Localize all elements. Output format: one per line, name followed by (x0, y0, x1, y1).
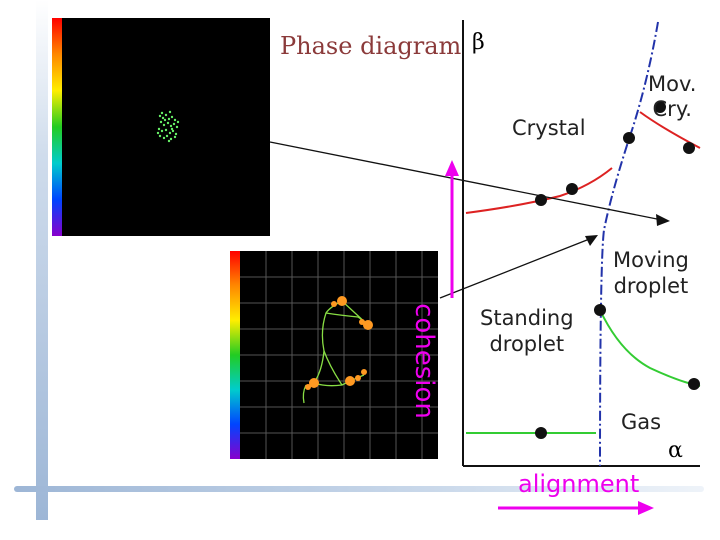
moving-droplet-label: Moving droplet (613, 248, 689, 298)
alignment-arrowhead (638, 501, 654, 515)
crystal-boundary-left (465, 167, 613, 214)
gas-label: Gas (621, 410, 662, 434)
page-title: Phase diagram (280, 32, 462, 60)
crystal-pointer-line (269, 141, 663, 221)
gas-boundary-right (599, 309, 701, 387)
crystal-particles (156, 110, 180, 143)
cohesion-axis-label: cohesion (409, 303, 439, 419)
moving-crystal-label: Mov. Cry. (648, 72, 697, 121)
decorative-side-bar (36, 0, 48, 520)
color-scale-bar (52, 18, 62, 236)
alpha-axis-label: α (668, 438, 683, 463)
cohesion-arrowhead (445, 160, 459, 176)
decorative-bottom-line (14, 486, 704, 492)
alignment-axis-label: alignment (518, 470, 640, 498)
droplet-pointer-line (439, 237, 593, 299)
droplet-trajectories (240, 251, 438, 459)
color-scale-bar (230, 251, 240, 459)
droplet-simulation-panel (230, 251, 438, 459)
crystal-label: Crystal (512, 116, 586, 140)
standing-droplet-label: Standing droplet (480, 306, 574, 356)
crystal-pointer-arrowhead (656, 214, 670, 226)
droplet-pointer-arrowhead (585, 235, 598, 246)
alignment-transition-line (599, 21, 659, 467)
beta-axis-label: β (472, 30, 485, 55)
crystal-simulation-panel (52, 18, 270, 236)
